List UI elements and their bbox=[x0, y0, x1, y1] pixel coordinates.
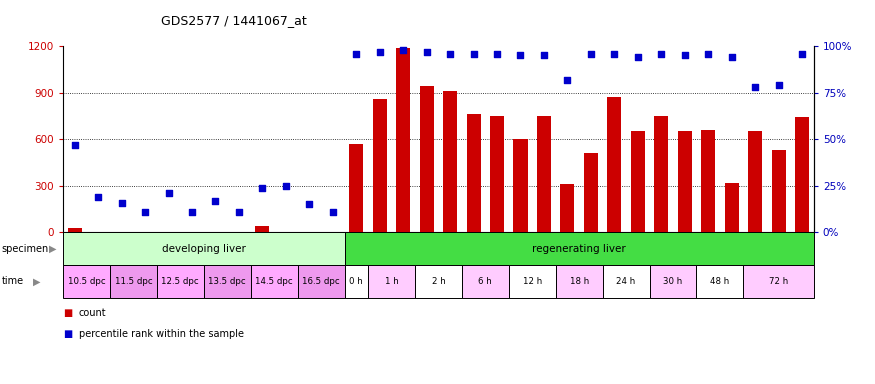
Point bbox=[654, 50, 668, 56]
Point bbox=[795, 50, 809, 56]
Bar bbox=[537, 116, 551, 232]
Text: 0 h: 0 h bbox=[349, 277, 363, 286]
Bar bbox=[67, 228, 81, 232]
Point bbox=[584, 50, 598, 56]
Bar bbox=[649, 265, 696, 298]
Bar bbox=[696, 265, 744, 298]
Point bbox=[67, 142, 81, 148]
Bar bbox=[63, 265, 110, 298]
Point bbox=[279, 183, 293, 189]
Bar bbox=[396, 48, 410, 232]
Bar bbox=[724, 183, 738, 232]
Point bbox=[396, 47, 410, 53]
Text: percentile rank within the sample: percentile rank within the sample bbox=[79, 329, 244, 339]
Point bbox=[772, 82, 786, 88]
Point bbox=[537, 52, 551, 58]
Text: time: time bbox=[2, 276, 24, 286]
Bar bbox=[772, 150, 786, 232]
Text: GDS2577 / 1441067_at: GDS2577 / 1441067_at bbox=[161, 14, 306, 27]
Point bbox=[466, 50, 480, 56]
Text: count: count bbox=[79, 308, 107, 318]
Point bbox=[514, 52, 528, 58]
Text: 10.5 dpc: 10.5 dpc bbox=[67, 277, 105, 286]
Text: regenerating liver: regenerating liver bbox=[532, 243, 626, 254]
Text: specimen: specimen bbox=[2, 243, 49, 254]
Text: ■: ■ bbox=[63, 308, 73, 318]
Bar bbox=[443, 91, 457, 232]
Bar bbox=[157, 265, 204, 298]
Bar bbox=[63, 232, 345, 265]
Point bbox=[607, 50, 621, 56]
Point bbox=[162, 190, 176, 196]
Text: 13.5 dpc: 13.5 dpc bbox=[208, 277, 246, 286]
Bar bbox=[415, 265, 462, 298]
Point bbox=[490, 50, 504, 56]
Bar bbox=[744, 265, 814, 298]
Text: 16.5 dpc: 16.5 dpc bbox=[302, 277, 340, 286]
Point bbox=[443, 50, 457, 56]
Bar bbox=[584, 153, 598, 232]
Bar bbox=[349, 144, 363, 232]
Point bbox=[232, 209, 246, 215]
Text: 2 h: 2 h bbox=[431, 277, 445, 286]
Text: 12 h: 12 h bbox=[522, 277, 542, 286]
Point bbox=[91, 194, 105, 200]
Bar bbox=[110, 265, 157, 298]
Point bbox=[138, 209, 152, 215]
Bar bbox=[677, 131, 692, 232]
Bar bbox=[603, 265, 649, 298]
Bar bbox=[490, 116, 504, 232]
Bar bbox=[795, 118, 809, 232]
Bar bbox=[701, 130, 715, 232]
Text: ▶: ▶ bbox=[33, 276, 41, 286]
Point bbox=[303, 201, 317, 207]
Bar bbox=[607, 97, 621, 232]
Point bbox=[115, 199, 129, 205]
Bar bbox=[654, 116, 668, 232]
Text: 1 h: 1 h bbox=[385, 277, 398, 286]
Point bbox=[185, 209, 199, 215]
Text: 30 h: 30 h bbox=[663, 277, 682, 286]
Bar bbox=[255, 226, 270, 232]
Point bbox=[349, 50, 363, 56]
Bar bbox=[748, 131, 762, 232]
Bar bbox=[462, 265, 508, 298]
Bar bbox=[556, 265, 603, 298]
Text: 11.5 dpc: 11.5 dpc bbox=[115, 277, 152, 286]
Bar bbox=[251, 265, 298, 298]
Text: 72 h: 72 h bbox=[769, 277, 788, 286]
Point bbox=[208, 198, 222, 204]
Bar bbox=[560, 184, 575, 232]
Point bbox=[255, 185, 270, 191]
Point bbox=[701, 50, 715, 56]
Text: 12.5 dpc: 12.5 dpc bbox=[162, 277, 200, 286]
Bar bbox=[368, 265, 415, 298]
Text: ▶: ▶ bbox=[49, 243, 57, 254]
Point bbox=[373, 49, 387, 55]
Point bbox=[326, 209, 340, 215]
Point bbox=[724, 54, 738, 60]
Point bbox=[560, 76, 574, 83]
Point bbox=[678, 52, 692, 58]
Point bbox=[420, 49, 434, 55]
Bar bbox=[514, 139, 528, 232]
Text: developing liver: developing liver bbox=[162, 243, 246, 254]
Text: 24 h: 24 h bbox=[616, 277, 635, 286]
Bar bbox=[466, 114, 480, 232]
Bar bbox=[508, 265, 556, 298]
Bar bbox=[345, 232, 814, 265]
Text: ■: ■ bbox=[63, 329, 73, 339]
Point bbox=[631, 54, 645, 60]
Bar bbox=[204, 265, 251, 298]
Text: 48 h: 48 h bbox=[710, 277, 730, 286]
Text: 18 h: 18 h bbox=[570, 277, 589, 286]
Bar bbox=[373, 99, 387, 232]
Bar bbox=[345, 265, 368, 298]
Point bbox=[748, 84, 762, 90]
Bar bbox=[420, 86, 434, 232]
Bar bbox=[631, 131, 645, 232]
Bar bbox=[298, 265, 345, 298]
Text: 6 h: 6 h bbox=[479, 277, 492, 286]
Text: 14.5 dpc: 14.5 dpc bbox=[255, 277, 293, 286]
